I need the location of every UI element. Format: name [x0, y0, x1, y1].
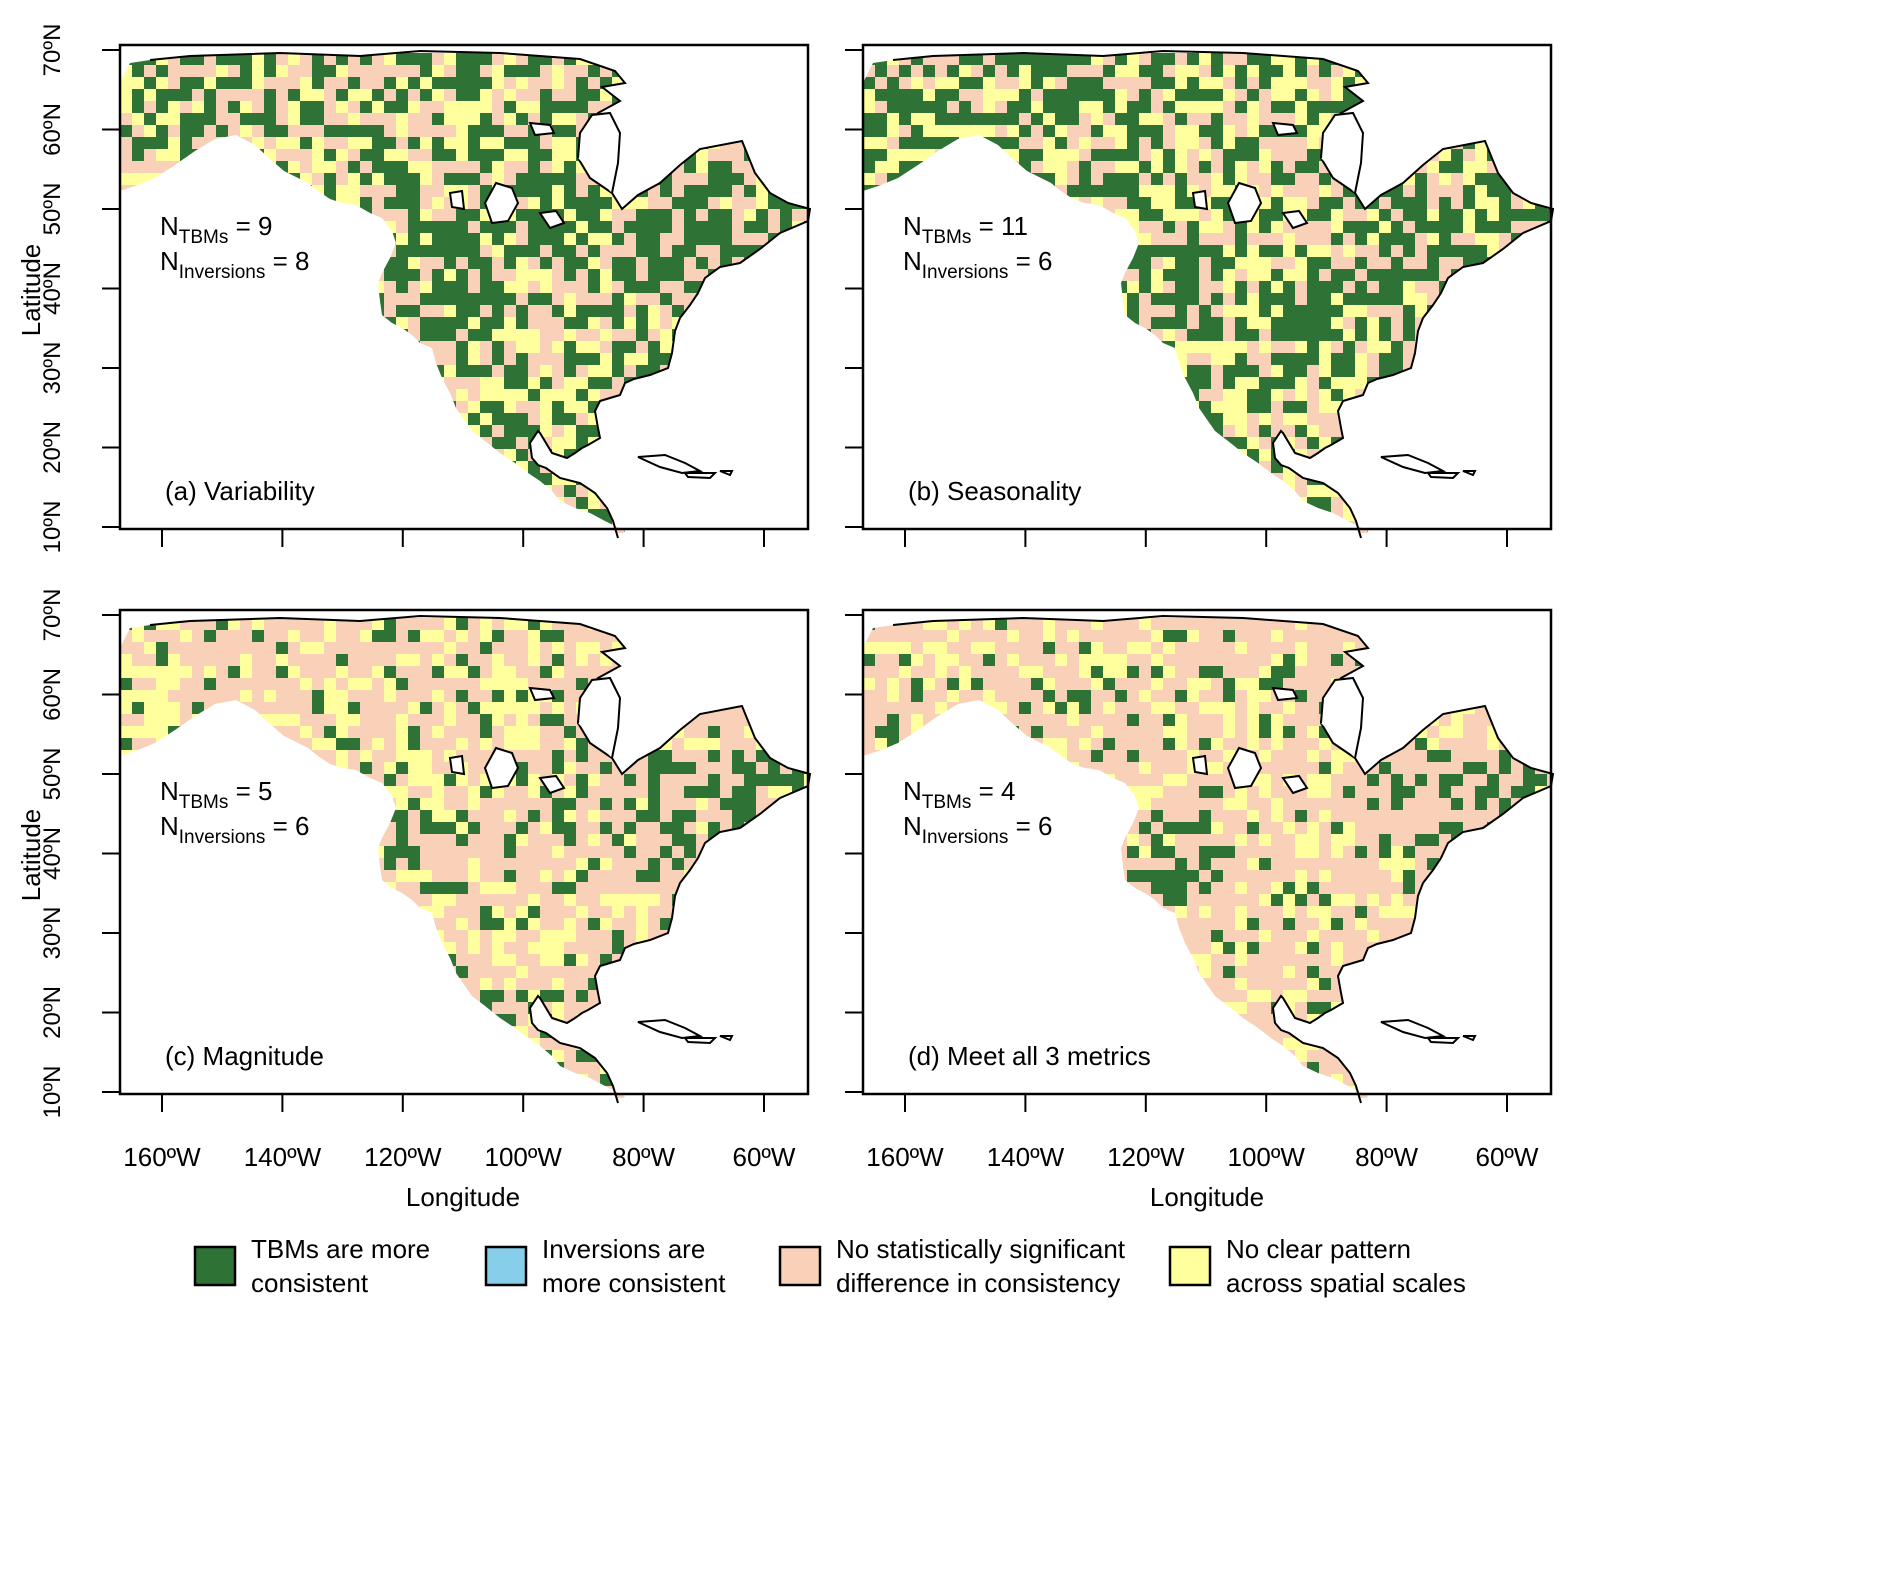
x-tick-label: 80ºW: [612, 1142, 675, 1172]
y-tick-label: 10ºN: [39, 501, 66, 554]
panel-frame: [861, 608, 1553, 1096]
panel-frame: [118, 608, 810, 1096]
legend-label-line2: more consistent: [542, 1268, 726, 1298]
x-tick-label: 60ºW: [733, 1142, 796, 1172]
y-axis-labels: Latitude Latitude: [16, 244, 46, 902]
y-tick-label: 20ºN: [39, 421, 66, 474]
x-axis-title-left: Longitude: [406, 1182, 520, 1212]
x-tick-label: 160ºW: [866, 1142, 944, 1172]
panel-frame: [861, 43, 1553, 531]
legend-swatch: [484, 1245, 528, 1287]
legend: TBMs are more consistent Inversions are mor…: [193, 1234, 1466, 1298]
panel-label: (d) Meet all 3 metrics: [908, 1041, 1151, 1071]
x-tick-label: 60ºW: [1476, 1142, 1539, 1172]
legend-swatch: [778, 1245, 822, 1287]
legend-swatch: [1168, 1245, 1212, 1287]
y-tick-label: 50ºN: [39, 748, 66, 801]
legend-swatch: [193, 1245, 237, 1287]
n-tbms-annotation: NTBMs = 5: [160, 776, 272, 813]
legend-label-line2: across spatial scales: [1226, 1268, 1466, 1298]
map-panel-c: 10ºN 20ºN 30ºN 40ºN 50ºN 60ºN 70ºN 160ºW 140ºW 12…: [39, 589, 811, 1172]
x-tick-label: 120ºW: [1107, 1142, 1185, 1172]
x-axis-title-right: Longitude: [1150, 1182, 1264, 1212]
y-tick-label: 60ºN: [39, 103, 66, 156]
x-axis-labels: Longitude Longitude: [406, 1182, 1264, 1212]
x-tick-label: 140ºW: [987, 1142, 1065, 1172]
panel-label: (c) Magnitude: [165, 1041, 324, 1071]
panel-frame: [118, 43, 810, 531]
y-tick-label: 30ºN: [39, 907, 66, 960]
legend-item-2: Inversions are more consistent: [484, 1234, 726, 1298]
y-axis-title-top: Latitude: [16, 244, 46, 337]
legend-item-1: TBMs are more consistent: [193, 1234, 430, 1298]
x-tick-label: 140ºW: [244, 1142, 322, 1172]
panel-label: (a) Variability: [165, 476, 315, 506]
legend-item-4: No clear pattern across spatial scales: [1168, 1234, 1466, 1298]
x-tick-label: 160ºW: [123, 1142, 201, 1172]
x-tick-label: 100ºW: [484, 1142, 562, 1172]
y-tick-label: 70ºN: [39, 24, 66, 77]
y-tick-label: 40ºN: [39, 262, 66, 315]
legend-label-line2: difference in consistency: [836, 1268, 1120, 1298]
legend-item-3: No statistically significant difference i…: [778, 1234, 1126, 1298]
x-tick-label: 100ºW: [1227, 1142, 1305, 1172]
y-tick-label: 40ºN: [39, 827, 66, 880]
y-tick-label: 10ºN: [39, 1066, 66, 1119]
y-axis-title-bottom: Latitude: [16, 809, 46, 902]
legend-label-line1: TBMs are more: [251, 1234, 430, 1264]
x-tick-label: 120ºW: [364, 1142, 442, 1172]
y-tick-label: 30ºN: [39, 342, 66, 395]
x-tick-label: 80ºW: [1355, 1142, 1418, 1172]
y-tick-label: 60ºN: [39, 668, 66, 721]
legend-label-line1: Inversions are: [542, 1234, 705, 1264]
legend-label-line1: No clear pattern: [1226, 1234, 1411, 1264]
panel-label: (b) Seasonality: [908, 476, 1081, 506]
legend-label-line1: No statistically significant: [836, 1234, 1126, 1264]
y-tick-label: 20ºN: [39, 986, 66, 1039]
legend-label-line2: consistent: [251, 1268, 369, 1298]
y-tick-label: 50ºN: [39, 183, 66, 236]
y-tick-label: 70ºN: [39, 589, 66, 642]
